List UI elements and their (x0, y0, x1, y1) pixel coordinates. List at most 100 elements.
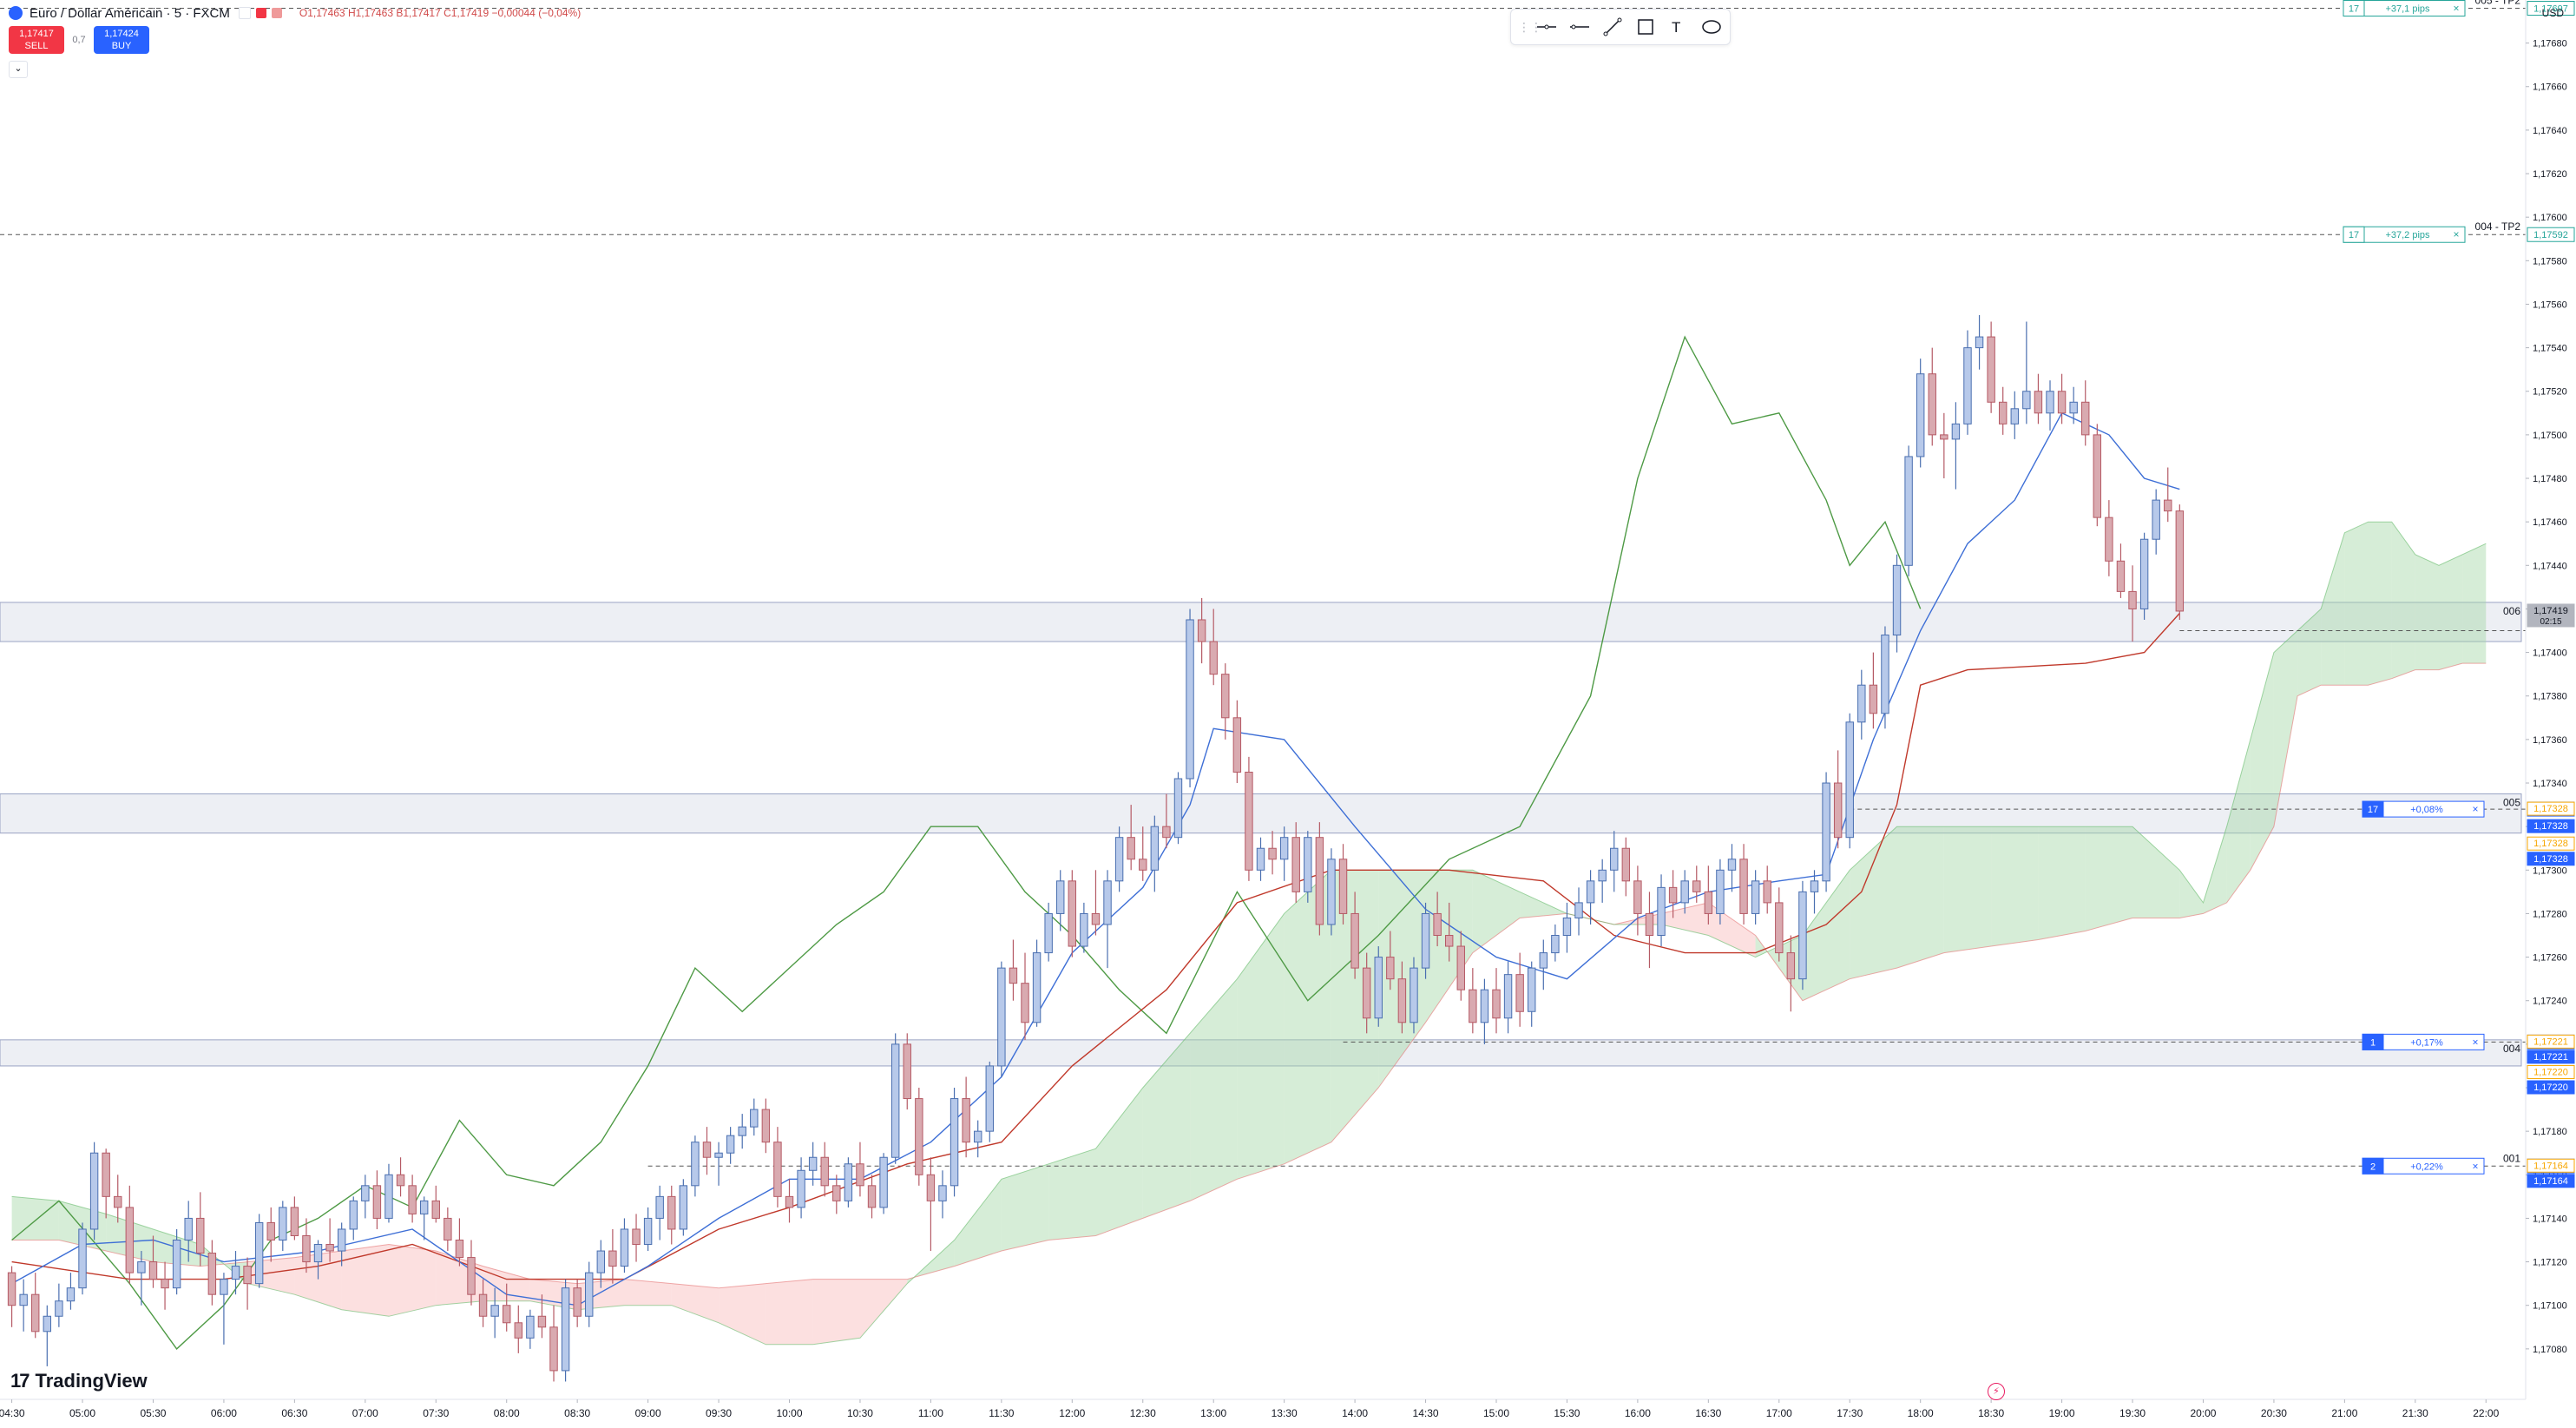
candle-body (856, 1163, 864, 1187)
currency-label[interactable]: USD (2541, 7, 2564, 19)
candle-body (750, 1109, 759, 1128)
candle-body (1397, 978, 1407, 1023)
candle-body (1245, 771, 1253, 871)
cloud-segment (1472, 870, 1521, 953)
candle-body (1350, 912, 1359, 969)
candle-body (1056, 880, 1065, 914)
candle-body (1162, 826, 1171, 839)
candle-body (1221, 674, 1230, 719)
time-axis-label: 18:00 (1908, 1407, 1934, 1419)
price-axis-label: 1,17500 (2533, 431, 2567, 441)
candle-body (2139, 538, 2149, 609)
candle-body (419, 1200, 429, 1214)
take-profit-order[interactable]: 17 +37,2 pips × 004 - TP2 1,17592 (2343, 220, 2575, 243)
order-qty-box (2343, 226, 2365, 243)
time-axis-label: 11:30 (989, 1407, 1014, 1419)
time-axis-label: 19:00 (2049, 1407, 2075, 1419)
time-axis-label: 09:00 (635, 1407, 661, 1419)
horizontal-line-icon[interactable] (1535, 16, 1558, 38)
price-axis-label: 1,17080 (2533, 1345, 2567, 1355)
price-axis-label: 1,17180 (2533, 1127, 2567, 1137)
candle-body (1928, 373, 1936, 436)
cloud-segment (2368, 522, 2392, 686)
candle-body (561, 1287, 570, 1372)
zone-band-006 (0, 602, 2522, 642)
symbol-flag-icon (9, 6, 23, 20)
cloud-segment (1520, 892, 1567, 918)
drag-handle-icon[interactable]: ⋮⋮ (1518, 20, 1542, 34)
candle-body (526, 1315, 535, 1339)
cloud-segment (1048, 1148, 1096, 1240)
tradingview-logo-icon: 17 (10, 1370, 30, 1392)
cloud-segment (2179, 870, 2204, 918)
candle-body (19, 1293, 28, 1306)
candle-body (585, 1272, 594, 1317)
alert-icon (255, 8, 266, 18)
time-axis-label: 16:30 (1695, 1407, 1721, 1419)
rectangle-icon[interactable] (1634, 16, 1657, 38)
candle-body (2164, 499, 2172, 512)
tradingview-logo-text: TradingView (35, 1370, 148, 1392)
order-label: 004 - TP2 (2475, 220, 2521, 233)
candle-body (1173, 778, 1183, 839)
candle-body (1881, 635, 1889, 714)
candle-body (903, 1043, 911, 1100)
candle-body (1421, 912, 1430, 969)
candle-body (2081, 401, 2090, 436)
take-profit-order[interactable]: 17 +37,1 pips × 005 - TP2 1,17697 (2343, 0, 2575, 16)
candle-body (997, 967, 1006, 1067)
time-axis-label: 09:30 (706, 1407, 732, 1419)
horizontal-ray-icon[interactable] (1568, 16, 1591, 38)
text-icon[interactable]: T (1667, 16, 1690, 38)
candle-body (1574, 902, 1583, 918)
candle-body (549, 1326, 558, 1372)
order-qty: 17 (2368, 805, 2378, 815)
price-axis-label: 1,17640 (2533, 126, 2567, 136)
cloud-segment (1190, 978, 1238, 1201)
price-axis-label: 1,17120 (2533, 1258, 2567, 1268)
candle-body (1916, 373, 1925, 457)
candle-body (455, 1240, 464, 1259)
candle-body (1150, 826, 1160, 871)
candle-body (962, 1098, 970, 1143)
chevron-down-icon[interactable]: ⌄ (9, 61, 28, 78)
cloud-segment (1896, 826, 1944, 969)
price-axis-label: 1,17380 (2533, 692, 2567, 702)
candle-body (1680, 880, 1689, 904)
candle-body (31, 1293, 40, 1333)
candle-body (503, 1305, 511, 1324)
lightning-icon[interactable]: ⚡ (1988, 1383, 2005, 1400)
cloud-segment (1991, 826, 2039, 946)
candle-body (1904, 456, 1913, 566)
sell-button[interactable]: 1,17417 SELL (9, 26, 64, 54)
candle-body (1186, 619, 1194, 780)
order-qty: 2 (2370, 1161, 2376, 1172)
time-axis-label: 07:00 (352, 1407, 378, 1419)
candle-body (196, 1217, 205, 1254)
price-axis-label: 1,17100 (2533, 1301, 2567, 1312)
time-axis-label: 12:30 (1130, 1407, 1156, 1419)
time-axis-label: 13:00 (1200, 1407, 1226, 1419)
time-axis-label: 19:30 (2119, 1407, 2146, 1419)
candle-body (514, 1322, 522, 1339)
candle-body (2069, 401, 2078, 414)
candle-body (1528, 967, 1536, 1012)
symbol-title[interactable]: Euro / Dollar Américain · 5 · FXCM (30, 5, 230, 21)
candle-body (1892, 564, 1902, 636)
candle-body (2128, 590, 2137, 609)
zone-band-005 (0, 793, 2522, 834)
trend-line-icon[interactable] (1601, 16, 1624, 38)
buy-button[interactable]: 1,17424 BUY (94, 26, 149, 54)
cloud-segment (671, 1283, 720, 1323)
candle-body (313, 1244, 323, 1263)
cloud-segment (2273, 630, 2298, 827)
ellipse-icon[interactable] (1700, 16, 1723, 38)
candle-body (1327, 859, 1336, 925)
candle-body (1386, 957, 1395, 980)
candle-body (1127, 837, 1135, 860)
candle-body (2175, 510, 2185, 612)
price-axis-tag (2527, 1034, 2575, 1049)
candle-body (384, 1174, 393, 1219)
candle-body (808, 1156, 818, 1171)
